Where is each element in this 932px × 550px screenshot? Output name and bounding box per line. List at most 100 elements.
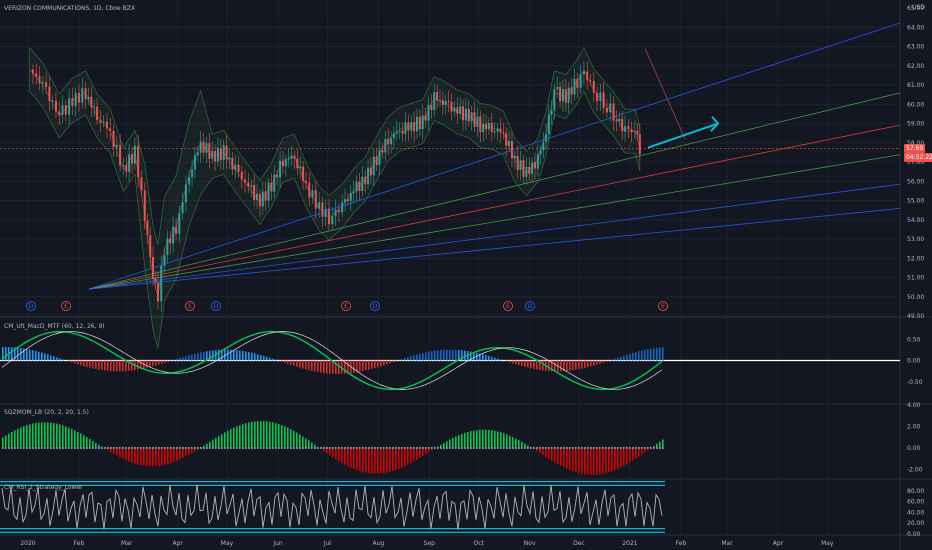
sqz-dot <box>74 446 76 449</box>
macd-histogram-bar <box>35 350 37 361</box>
sqz-momentum-bar <box>74 430 76 448</box>
sqz-dot <box>215 446 217 449</box>
candle-body <box>485 123 488 130</box>
macd-histogram-bar <box>392 360 394 363</box>
time-tick-label: Mar <box>121 540 133 547</box>
sqz-dot <box>38 446 40 449</box>
macd-histogram-bar <box>137 360 139 370</box>
macd-histogram-bar <box>641 350 643 361</box>
sqz-dot <box>608 446 610 449</box>
sqz-momentum-bar <box>464 432 466 448</box>
sqz-momentum-bar <box>371 447 373 474</box>
macd-histogram-bar <box>329 360 331 374</box>
sqz-momentum-bar <box>230 429 232 448</box>
sqz-dot <box>491 446 493 449</box>
candle-body <box>99 120 102 123</box>
macd-histogram-bar <box>50 355 52 361</box>
candle-body <box>490 123 493 132</box>
sqz-dot <box>257 446 259 449</box>
sqz-momentum-bar <box>107 447 109 451</box>
sqz-dot <box>473 446 475 449</box>
sqz-dot <box>566 446 568 449</box>
macd-histogram-bar <box>314 360 316 372</box>
candle-body <box>464 108 467 121</box>
candle-body <box>547 114 550 135</box>
sqz-dot <box>14 446 16 449</box>
sqz-dot <box>179 446 181 449</box>
candle-body <box>508 141 511 146</box>
macd-histogram-bar <box>539 360 541 370</box>
sqz-momentum-bar <box>41 422 43 448</box>
macd-histogram-bar <box>209 350 211 361</box>
macd-histogram-bar <box>509 360 511 363</box>
sqz-dot <box>164 446 166 449</box>
sqz-momentum-bar <box>128 447 130 462</box>
candle-body <box>395 131 398 134</box>
sqz-momentum-bar <box>557 447 559 465</box>
macd-histogram-bar <box>32 350 34 361</box>
sqz-dot <box>197 446 199 449</box>
sqz-momentum-bar <box>470 431 472 448</box>
sqz-dot <box>206 446 208 449</box>
sqz-dot <box>275 446 277 449</box>
sqz-dot <box>650 446 652 449</box>
candle-body <box>602 92 605 108</box>
sqz-momentum-bar <box>83 435 85 448</box>
macd-histogram-bar <box>239 350 241 361</box>
candle-body <box>90 96 93 107</box>
macd-histogram-bar <box>293 360 295 366</box>
candle-body <box>421 115 424 130</box>
sqz-dot <box>158 446 160 449</box>
sqz-momentum-bar <box>656 443 658 448</box>
sqz-dot <box>56 446 58 449</box>
sqz-dot <box>329 446 331 449</box>
macd-histogram-bar <box>485 355 487 361</box>
time-tick-label: Sep <box>424 540 436 547</box>
sqz-momentum-bar <box>617 447 619 469</box>
sqz-momentum-bar <box>68 427 70 448</box>
candle-body <box>567 87 570 103</box>
macd-histogram-bar <box>80 360 82 366</box>
sqz-momentum-bar <box>137 447 139 465</box>
sqz-dot <box>239 446 241 449</box>
sqz-dot <box>464 446 466 449</box>
sqz-dot <box>599 446 601 449</box>
macd-histogram-bar <box>494 357 496 361</box>
sqz-momentum-bar <box>110 447 112 453</box>
candle-body <box>582 71 585 75</box>
candle-body <box>304 181 307 183</box>
macd-histogram-bar <box>593 360 595 366</box>
candle-body <box>58 111 61 115</box>
candle-body <box>579 74 582 88</box>
countdown-tag: 04:52:22 <box>904 153 932 162</box>
macd-histogram-bar <box>311 360 313 371</box>
candle-body <box>586 71 589 81</box>
macd-histogram-bar <box>233 349 235 361</box>
sqz-momentum-bar <box>635 447 637 459</box>
macd-signal-line <box>1 331 663 390</box>
candle-body <box>219 147 222 160</box>
candle-body <box>71 98 74 107</box>
fan-line <box>88 208 901 290</box>
candle-body <box>222 145 225 160</box>
time-tick-label: May <box>221 540 234 547</box>
sqz-dot <box>407 446 409 449</box>
sqz-dot <box>302 446 304 449</box>
candle-body <box>573 78 576 95</box>
sqz-dot <box>509 446 511 449</box>
sqz-momentum-bar <box>389 447 391 472</box>
sqz-momentum-bar <box>380 447 382 474</box>
sqz-dot <box>287 446 289 449</box>
sqz-momentum-bar <box>560 447 562 466</box>
macd-histogram-bar <box>68 360 70 362</box>
trend-line <box>644 48 686 140</box>
macd-histogram-bar <box>443 349 445 361</box>
candle-body <box>128 154 131 172</box>
sqz-momentum-bar <box>647 447 649 451</box>
sqz-dot <box>269 446 271 449</box>
sqz-dot <box>248 446 250 449</box>
macd-histogram-bar <box>155 360 157 366</box>
macd-histogram-bar <box>227 349 229 361</box>
candle-body <box>267 182 270 201</box>
